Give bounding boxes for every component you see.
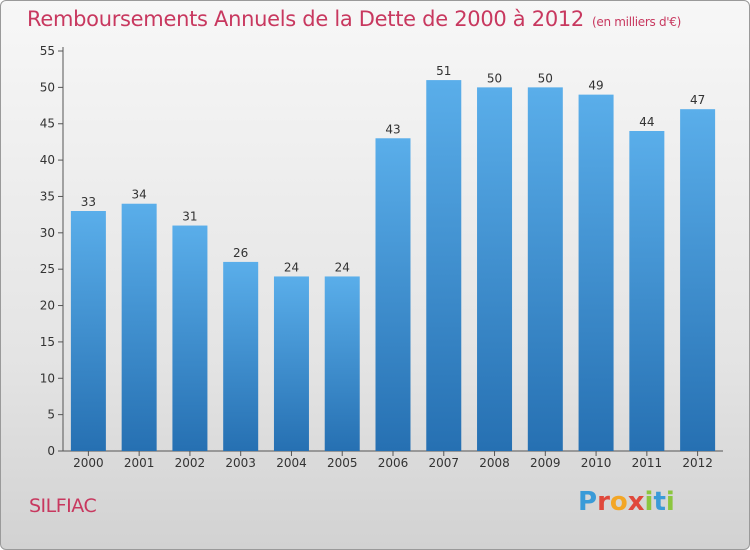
bar-value-label: 24 — [284, 260, 299, 274]
bar-value-label: 49 — [588, 79, 603, 93]
logo-letter: i — [665, 487, 675, 517]
bar — [70, 211, 106, 451]
bar — [172, 225, 208, 451]
x-tick-label: 2003 — [225, 456, 256, 470]
bar — [578, 94, 614, 452]
x-tick-label: 2011 — [632, 456, 663, 470]
y-tick-label: 10 — [40, 371, 55, 385]
y-tick-label: 15 — [40, 335, 55, 349]
y-tick-label: 50 — [40, 80, 55, 94]
bar — [477, 87, 513, 451]
logo-letter: i — [644, 487, 654, 517]
bar — [375, 138, 411, 452]
bar — [527, 87, 563, 451]
x-tick-label: 2002 — [175, 456, 206, 470]
chart-unit: (en milliers d'€) — [592, 15, 682, 29]
bar-value-label: 26 — [233, 246, 248, 260]
y-tick-label: 45 — [40, 117, 55, 131]
logo-letter: o — [609, 487, 628, 517]
bar-value-label: 43 — [385, 122, 400, 136]
x-tick-label: 2012 — [682, 456, 713, 470]
bar — [324, 276, 360, 451]
chart-axes: 0 5 10 15 20 25 30 35 40 45 50 55 — [40, 44, 723, 458]
bar-value-label: 50 — [487, 71, 502, 85]
chart-title: Remboursements Annuels de la Dette de 20… — [27, 7, 681, 31]
bar — [121, 203, 157, 451]
bar-value-label: 31 — [182, 210, 197, 224]
bar — [223, 261, 259, 451]
logo-letter: r — [597, 487, 610, 517]
x-tick-label: 2001 — [124, 456, 155, 470]
chart-bars — [70, 80, 716, 452]
bar — [273, 276, 309, 451]
bar — [426, 80, 462, 451]
x-tick-label: 2005 — [327, 456, 358, 470]
x-tick-label: 2006 — [378, 456, 409, 470]
commune-name: SILFIAC — [29, 495, 97, 517]
x-tick-label: 2007 — [428, 456, 459, 470]
x-tick-label: 2009 — [530, 456, 561, 470]
proxiti-logo: Proxiti — [578, 487, 675, 517]
y-tick-label: 40 — [40, 153, 55, 167]
x-tick-label: 2008 — [479, 456, 510, 470]
bar-value-label: 44 — [639, 115, 654, 129]
bar-value-label: 50 — [538, 71, 553, 85]
chart-title-text: Remboursements Annuels de la Dette de 20… — [27, 7, 584, 31]
bar — [629, 131, 665, 451]
y-tick-label: 35 — [40, 189, 55, 203]
y-tick-label: 20 — [40, 299, 55, 313]
bar-value-label: 24 — [335, 260, 350, 274]
y-tick-label: 5 — [47, 408, 55, 422]
y-tick-label: 55 — [40, 44, 55, 58]
chart-labels: 2000 33 2001 34 2002 31 2003 26 2004 24 2005 24 2006… — [73, 64, 713, 470]
logo-letter: P — [578, 487, 598, 517]
x-tick-label: 2000 — [73, 456, 104, 470]
bar-value-label: 33 — [81, 195, 96, 209]
logo-letter: x — [627, 487, 645, 517]
logo-letter: t — [653, 487, 666, 517]
x-tick-label: 2004 — [276, 456, 307, 470]
bar-value-label: 51 — [436, 64, 451, 78]
y-tick-label: 30 — [40, 226, 55, 240]
y-tick-label: 25 — [40, 262, 55, 276]
bar-value-label: 34 — [132, 188, 147, 202]
y-tick-label: 0 — [47, 444, 55, 458]
bar-value-label: 47 — [690, 93, 705, 107]
x-tick-label: 2010 — [581, 456, 612, 470]
bar — [680, 109, 716, 451]
